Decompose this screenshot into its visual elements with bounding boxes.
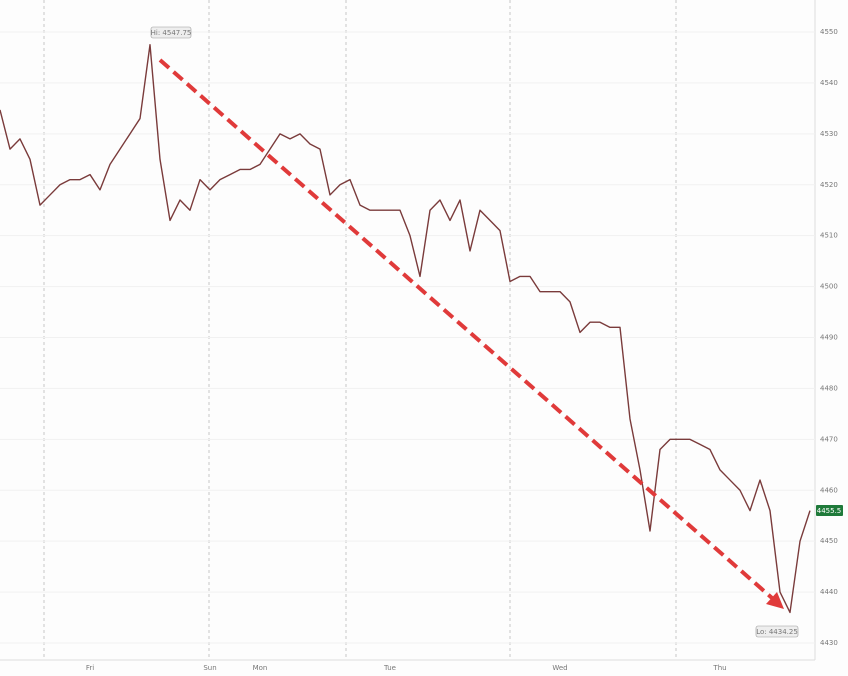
x-tick-label: Thu [712,664,726,672]
lo-label: Lo: 4434.25 [756,628,798,636]
lo-box [755,625,799,638]
last-box [816,505,843,516]
y-tick-label: 4540 [820,79,838,87]
y-tick-label: 4450 [820,537,838,545]
trend-arrowhead [766,592,784,609]
y-tick-label: 4550 [820,28,838,36]
price-line [0,44,811,614]
hi-box [150,26,192,39]
y-tick-label: 4470 [820,435,838,443]
y-tick-label: 4490 [820,334,838,342]
plot: 4430 4440 4450 4460 4470 4480 4490 4500 4510 4520… [0,28,838,672]
y-tick-label: 4520 [820,181,838,189]
x-tick-label: Sun [203,664,216,672]
x-tick-label: Wed [552,664,567,672]
y-tick-label: 4430 [820,639,838,647]
hi-label: Hi: 4547.75 [151,29,192,37]
x-tick-label: Mon [253,664,268,672]
last-label: 4455.5 [817,507,842,515]
y-tick-label: 4480 [820,384,838,392]
trend-arrow [158,58,774,600]
y-tick-label: 4510 [820,232,838,240]
y-tick-label: 4500 [820,283,838,291]
y-tick-label: 4440 [820,588,838,596]
y-tick-label: 4460 [820,486,838,494]
x-tick-label: Fri [86,664,94,672]
y-tick-label: 4530 [820,130,838,138]
x-tick-label: Tue [383,664,396,672]
day-separators [43,0,677,660]
